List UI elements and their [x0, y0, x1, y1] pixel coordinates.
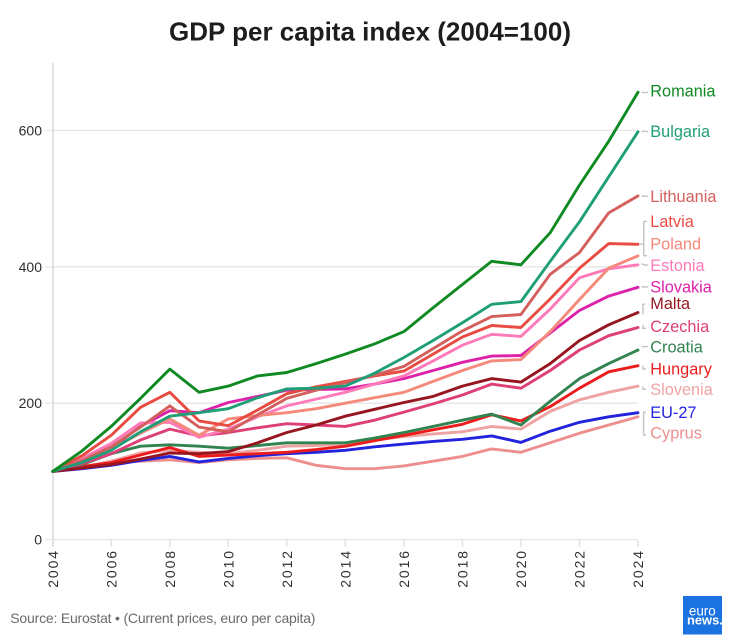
svg-text:2024: 2024: [630, 549, 646, 588]
svg-text:Malta: Malta: [650, 295, 691, 313]
svg-text:2016: 2016: [396, 549, 412, 588]
svg-text:EU-27: EU-27: [650, 404, 696, 422]
svg-text:Estonia: Estonia: [650, 257, 705, 275]
svg-text:2020: 2020: [513, 549, 529, 588]
svg-text:Latvia: Latvia: [650, 213, 694, 231]
svg-text:2006: 2006: [103, 549, 119, 588]
svg-text:2012: 2012: [279, 549, 295, 588]
svg-text:Croatia: Croatia: [650, 339, 703, 357]
svg-text:Czechia: Czechia: [650, 318, 710, 336]
svg-text:600: 600: [19, 122, 43, 138]
svg-text:400: 400: [19, 259, 43, 275]
svg-text:2004: 2004: [45, 549, 61, 588]
svg-text:GDP per capita index (2004=100: GDP per capita index (2004=100): [169, 16, 571, 46]
svg-text:Bulgaria: Bulgaria: [650, 123, 711, 141]
svg-text:Slovenia: Slovenia: [650, 381, 713, 399]
svg-text:Source: Eurostat • (Current pr: Source: Eurostat • (Current prices, euro…: [10, 610, 315, 626]
svg-text:Cyprus: Cyprus: [650, 425, 702, 443]
svg-text:Romania: Romania: [650, 83, 716, 101]
svg-text:Hungary: Hungary: [650, 360, 712, 378]
svg-text:Slovakia: Slovakia: [650, 278, 712, 296]
svg-text:0: 0: [34, 532, 42, 548]
svg-text:2022: 2022: [572, 549, 588, 588]
svg-text:Poland: Poland: [650, 236, 701, 254]
svg-text:2018: 2018: [455, 549, 471, 588]
svg-text:news.: news.: [687, 613, 723, 628]
svg-text:Lithuania: Lithuania: [650, 188, 717, 206]
svg-text:2010: 2010: [221, 549, 237, 588]
svg-text:euro: euro: [689, 603, 716, 618]
svg-text:2008: 2008: [162, 549, 178, 588]
svg-text:2014: 2014: [338, 549, 354, 588]
svg-text:200: 200: [19, 395, 43, 411]
